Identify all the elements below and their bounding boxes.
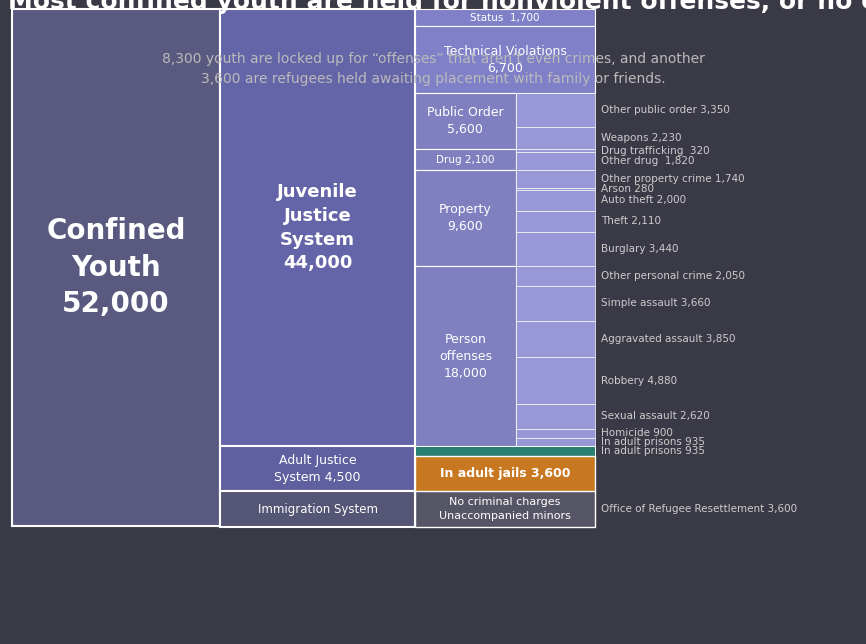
Text: Robbery 4,880: Robbery 4,880 (601, 375, 677, 386)
Bar (415, 456, 595, 491)
Text: In adult jails 3,600: In adult jails 3,600 (440, 467, 570, 480)
Text: Drug 2,100: Drug 2,100 (436, 155, 494, 165)
Bar (516, 357, 595, 404)
Text: Property
9,600: Property 9,600 (439, 204, 492, 233)
Text: Status  1,700: Status 1,700 (470, 12, 540, 23)
Bar (415, 26, 595, 93)
Text: Other property crime 1,740: Other property crime 1,740 (601, 174, 745, 184)
Text: Burglary 3,440: Burglary 3,440 (601, 244, 678, 254)
Text: Technical Violations
6,700: Technical Violations 6,700 (443, 44, 566, 75)
Bar (516, 232, 595, 266)
Bar (516, 170, 595, 187)
Text: Aggravated assault 3,850: Aggravated assault 3,850 (601, 334, 735, 344)
Bar (516, 149, 595, 152)
Text: Confined
Youth
52,000: Confined Youth 52,000 (46, 216, 185, 318)
Text: Theft 2,110: Theft 2,110 (601, 216, 661, 226)
Bar (415, 9, 595, 26)
Text: In adult prisons 935: In adult prisons 935 (601, 437, 705, 447)
Bar (516, 266, 595, 286)
Text: Office of Refugee Resettlement 3,600: Office of Refugee Resettlement 3,600 (601, 504, 797, 514)
Bar (415, 93, 516, 149)
Bar (12, 9, 220, 526)
Bar (220, 491, 415, 527)
Text: In adult prisons 935: In adult prisons 935 (601, 446, 705, 456)
Text: Other personal crime 2,050: Other personal crime 2,050 (601, 271, 745, 281)
Bar (516, 437, 595, 446)
Text: Arson 280: Arson 280 (601, 184, 654, 194)
Text: 8,300 youth are locked up for “offenses” that aren’t even crimes, and another
3,: 8,300 youth are locked up for “offenses”… (162, 52, 704, 86)
Text: Other drug  1,820: Other drug 1,820 (601, 156, 695, 166)
Bar (516, 404, 595, 429)
Text: Adult Justice
System 4,500: Adult Justice System 4,500 (275, 454, 361, 484)
Bar (516, 429, 595, 437)
Text: Drug trafficking  320: Drug trafficking 320 (601, 146, 709, 156)
Text: Most confined youth are held for nonviolent offenses, or no crime at all: Most confined youth are held for nonviol… (8, 0, 866, 14)
Bar (516, 211, 595, 232)
Bar (516, 191, 595, 211)
Bar (516, 321, 595, 357)
Bar (415, 266, 516, 446)
Text: Simple assault 3,660: Simple assault 3,660 (601, 298, 710, 308)
Bar (516, 152, 595, 170)
Text: Sexual assault 2,620: Sexual assault 2,620 (601, 412, 710, 421)
Bar (415, 170, 516, 266)
Text: Public Order
5,600: Public Order 5,600 (427, 106, 504, 136)
Bar (415, 149, 516, 170)
Text: Weapons 2,230: Weapons 2,230 (601, 133, 682, 143)
Bar (415, 491, 595, 527)
Bar (415, 446, 595, 456)
Text: Immigration System: Immigration System (257, 502, 378, 516)
Bar (220, 446, 415, 491)
Text: No criminal charges
Unaccompanied minors: No criminal charges Unaccompanied minors (439, 498, 571, 521)
Text: Homicide 900: Homicide 900 (601, 428, 673, 439)
Text: Auto theft 2,000: Auto theft 2,000 (601, 196, 686, 205)
Bar (220, 9, 415, 446)
Text: Other public order 3,350: Other public order 3,350 (601, 105, 730, 115)
Bar (516, 286, 595, 321)
Text: Person
offenses
18,000: Person offenses 18,000 (439, 333, 492, 380)
Text: Juvenile
Justice
System
44,000: Juvenile Justice System 44,000 (277, 184, 358, 272)
Bar (516, 93, 595, 127)
Bar (516, 187, 595, 191)
Bar (516, 127, 595, 149)
